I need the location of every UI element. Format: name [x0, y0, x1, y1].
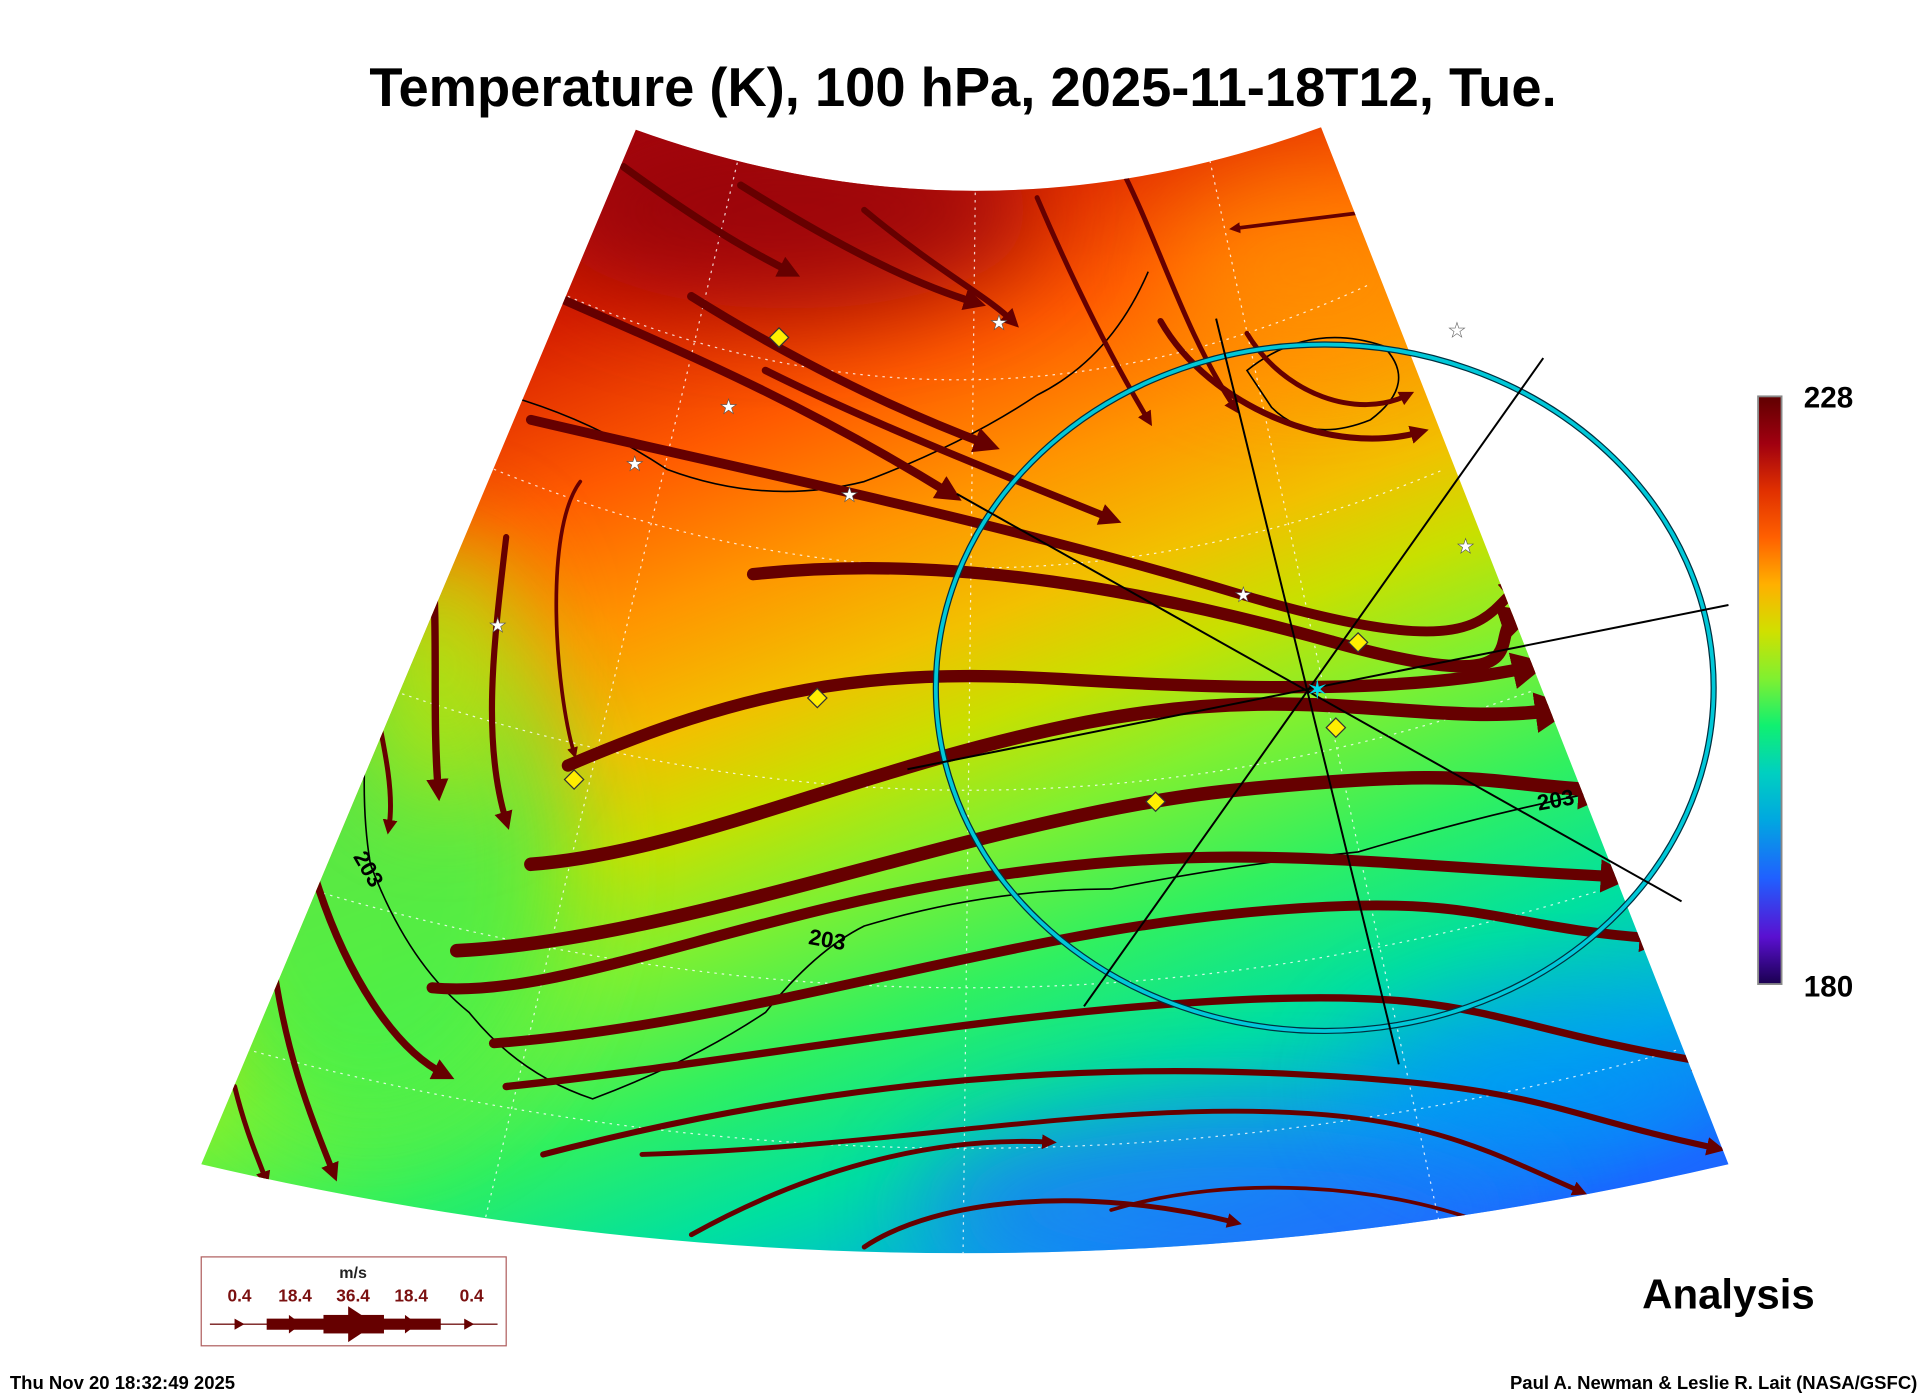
streamlines	[232, 163, 1726, 1250]
star-marker-icon: ★	[1234, 584, 1252, 606]
colorbar-max-label: 228	[1804, 381, 1853, 414]
legend-value: 18.4	[278, 1285, 312, 1305]
colorbar: 228 180	[1757, 381, 1853, 1003]
star-marker-icon: ★	[720, 397, 738, 419]
site-star-icon: ✶	[1306, 674, 1329, 705]
star-marker-icon: ★	[990, 313, 1008, 335]
temperature-field: 203 203 203 203	[201, 127, 1729, 1254]
footer-credit: Paul A. Newman & Leslie R. Lait (NASA/GS…	[1510, 1372, 1917, 1393]
diamond-marker-icon	[806, 687, 828, 709]
legend-value: 18.4	[394, 1285, 428, 1305]
legend-arrow-scale	[209, 1306, 498, 1343]
legend-value: 36.4	[336, 1285, 370, 1305]
map-title: Temperature (K), 100 hPa, 2025-11-18T12,…	[369, 57, 1556, 118]
diamond-marker-icon	[563, 768, 585, 790]
diamond-marker-icon	[1145, 791, 1167, 813]
star-marker-icon: ★	[841, 484, 859, 506]
diamond-marker-icon	[768, 326, 790, 348]
star-marker-icon: ★	[489, 615, 507, 637]
contour-label: 203	[342, 680, 378, 723]
range-ring: ✶	[907, 318, 1729, 1065]
star-markers: ★ ★ ★ ★ ★ ★ ★ ★	[488, 312, 1475, 637]
legend-units: m/s	[339, 1264, 367, 1282]
station-markers	[563, 326, 1369, 813]
star-marker-icon: ★	[1457, 536, 1475, 558]
diamond-marker-icon	[1325, 717, 1347, 739]
legend-value: 0.4	[228, 1285, 252, 1305]
contour-label: 203	[807, 924, 848, 955]
colorbar-min-label: 180	[1804, 970, 1853, 1003]
diamond-marker-icon	[1347, 631, 1369, 653]
wind-speed-legend: m/s 0.4 18.4 36.4 18.4 0.4	[200, 1256, 507, 1347]
footer-timestamp: Thu Nov 20 18:32:49 2025	[10, 1372, 235, 1393]
star-marker-icon: ★	[626, 453, 644, 475]
legend-value: 0.4	[460, 1285, 484, 1305]
star-marker-icon: ★	[1448, 320, 1466, 342]
product-label: Analysis	[1642, 1271, 1815, 1318]
